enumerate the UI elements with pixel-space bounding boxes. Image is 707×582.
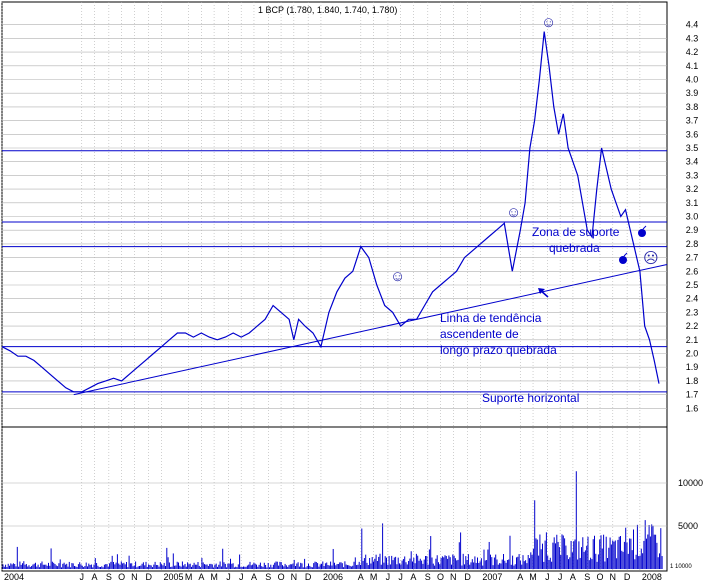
x-tick-label: J xyxy=(558,572,563,582)
y-tick-label: 2.0 xyxy=(686,349,699,359)
x-tick-label: D xyxy=(305,572,312,582)
x-tick-label: M xyxy=(185,572,193,582)
x-tick-label: M xyxy=(529,572,537,582)
support-resistance-lines xyxy=(2,150,667,393)
smiley-icon-2007-mid: ☺ xyxy=(506,204,521,221)
price-series-line xyxy=(1,31,660,393)
x-tick-label: A xyxy=(570,572,576,582)
volume-tick-label: 10000 xyxy=(678,478,703,488)
arrow-icon xyxy=(538,288,549,298)
x-tick-label: J xyxy=(545,572,550,582)
x-tick-label: O xyxy=(437,572,444,582)
x-tick-label: A xyxy=(251,572,257,582)
volume-panel xyxy=(1,426,668,572)
x-axis-tick-labels: 2004 J A S O N D 2005 M A M J J A S O N D 2006 A M J J A S O N D 200… xyxy=(4,572,662,582)
price-panel xyxy=(1,1,668,428)
x-tick-label: 2008 xyxy=(642,572,662,582)
y-tick-label: 2.5 xyxy=(686,280,699,290)
volume-axis-base-label: 1 10000 xyxy=(670,564,692,570)
x-tick-label: O xyxy=(278,572,285,582)
volume-tick-label: 5000 xyxy=(678,521,698,531)
x-tick-label: 2005 xyxy=(163,572,183,582)
y-tick-label: 3.2 xyxy=(686,184,699,194)
y-tick-label: 4.0 xyxy=(686,75,699,85)
y-tick-label: 2.1 xyxy=(686,335,699,345)
y-tick-label: 3.7 xyxy=(686,116,699,126)
annotation-support-zone-line2: quebrada xyxy=(549,241,600,255)
y-tick-label: 1.9 xyxy=(686,362,699,372)
annotation-trendline-line3: longo prazo quebrada xyxy=(440,343,557,357)
y-tick-label: 3.8 xyxy=(686,102,699,112)
x-tick-label: S xyxy=(425,572,431,582)
x-tick-label: 2006 xyxy=(323,572,343,582)
chart-title: 1 BCP (1.780, 1.840, 1.740, 1.780) xyxy=(258,5,397,15)
x-tick-label: A xyxy=(198,572,204,582)
y-tick-label: 4.3 xyxy=(686,33,699,43)
y-axis-tick-labels: 1.6 1.7 1.8 1.9 2.0 2.1 2.2 2.3 2.4 2.5 2.6 2.7 2.8 2… xyxy=(686,20,699,414)
y-tick-label: 1.8 xyxy=(686,376,699,386)
y-tick-label: 3.0 xyxy=(686,212,699,222)
x-tick-label: O xyxy=(597,572,604,582)
y-tick-label: 1.6 xyxy=(686,403,699,413)
volume-axis-tick-labels: 5000 10000 xyxy=(2,478,703,531)
bomb-icon-2 xyxy=(619,252,628,264)
volume-bars xyxy=(2,471,663,569)
x-tick-label: N xyxy=(131,572,138,582)
y-tick-label: 4.1 xyxy=(686,61,699,71)
x-tick-label: D xyxy=(624,572,631,582)
x-tick-label: J xyxy=(398,572,403,582)
x-tick-label: S xyxy=(106,572,112,582)
y-tick-label: 2.8 xyxy=(686,239,699,249)
y-tick-label: 4.4 xyxy=(686,20,699,30)
x-tick-label: N xyxy=(291,572,298,582)
x-tick-label: A xyxy=(517,572,523,582)
y-tick-label: 2.9 xyxy=(686,225,699,235)
y-tick-label: 2.4 xyxy=(686,294,699,304)
x-tick-label: S xyxy=(265,572,271,582)
y-tick-label: 3.5 xyxy=(686,143,699,153)
gridlines xyxy=(1,2,667,571)
x-tick-label: J xyxy=(226,572,231,582)
x-tick-label: A xyxy=(410,572,416,582)
x-tick-label: M xyxy=(370,572,378,582)
annotation-trendline-line2: ascendente de xyxy=(440,327,519,341)
x-tick-label: A xyxy=(91,572,97,582)
smiley-icon-peak: ☺ xyxy=(541,14,556,31)
sad-face-icon: ☹ xyxy=(643,250,659,267)
smiley-icon-2006: ☺ xyxy=(390,268,405,285)
x-tick-label: A xyxy=(358,572,364,582)
trendline xyxy=(73,263,668,396)
x-tick-label: J xyxy=(386,572,391,582)
y-tick-label: 3.4 xyxy=(686,157,699,167)
x-tick-label: D xyxy=(464,572,471,582)
bomb-icon-1 xyxy=(638,225,647,237)
x-tick-label: N xyxy=(610,572,617,582)
y-tick-label: 3.1 xyxy=(686,198,699,208)
annotation-trendline-line1: Linha de tendência xyxy=(440,311,542,325)
y-tick-label: 2.7 xyxy=(686,253,699,263)
x-tick-label: 2007 xyxy=(482,572,502,582)
x-tick-label: J xyxy=(239,572,244,582)
y-tick-label: 3.6 xyxy=(686,129,699,139)
x-tick-label: N xyxy=(450,572,457,582)
y-tick-label: 2.3 xyxy=(686,307,699,317)
y-tick-label: 3.9 xyxy=(686,88,699,98)
annotation-support-zone-line1: Zona de suporte xyxy=(532,225,620,239)
x-tick-label: M xyxy=(210,572,218,582)
x-tick-label: J xyxy=(79,572,84,582)
x-tick-label: S xyxy=(584,572,590,582)
x-tick-label: 2004 xyxy=(4,572,24,582)
y-tick-label: 2.6 xyxy=(686,266,699,276)
y-tick-label: 3.3 xyxy=(686,170,699,180)
x-tick-label: O xyxy=(118,572,125,582)
x-tick-label: D xyxy=(145,572,152,582)
y-tick-label: 1.7 xyxy=(686,390,699,400)
annotation-horizontal-support: Suporte horizontal xyxy=(482,391,579,405)
y-tick-label: 2.2 xyxy=(686,321,699,331)
y-tick-label: 4.2 xyxy=(686,47,699,57)
